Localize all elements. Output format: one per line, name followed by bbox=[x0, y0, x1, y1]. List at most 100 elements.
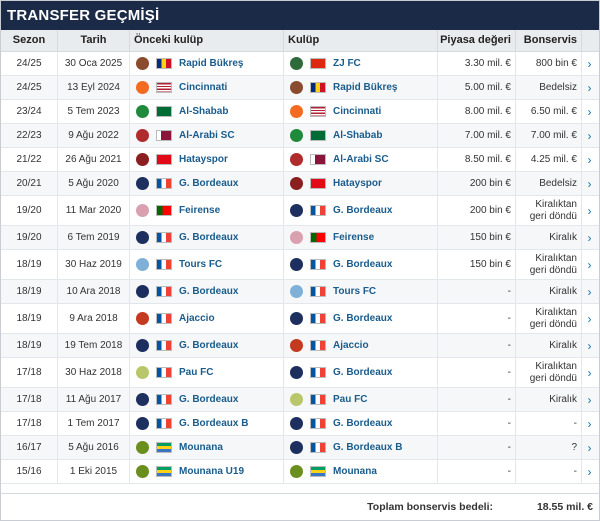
table-row[interactable]: 17/18 1 Tem 2017 G. Bordeaux B G. Bordeaux -… bbox=[1, 412, 599, 436]
club-name-link[interactable]: G. Bordeaux B bbox=[333, 442, 403, 453]
club-crest-icon[interactable] bbox=[136, 417, 149, 430]
club-name-link[interactable]: Cincinnati bbox=[179, 82, 228, 93]
club-crest-icon[interactable] bbox=[136, 465, 149, 478]
club-crest-icon[interactable] bbox=[136, 393, 149, 406]
club-name-link[interactable]: Mounana U19 bbox=[179, 466, 245, 477]
table-row[interactable]: 19/20 6 Tem 2019 G. Bordeaux Feirense 150 bi… bbox=[1, 226, 599, 250]
club-crest-icon[interactable] bbox=[136, 285, 149, 298]
club-name-link[interactable]: G. Bordeaux bbox=[179, 178, 239, 189]
club-crest-icon[interactable] bbox=[290, 57, 303, 70]
table-row[interactable]: 17/18 30 Haz 2018 Pau FC G. Bordeaux - Kiralı… bbox=[1, 358, 599, 388]
club-crest-icon[interactable] bbox=[290, 441, 303, 454]
row-details-chevron-icon[interactable]: › bbox=[581, 388, 597, 411]
club-crest-icon[interactable] bbox=[290, 231, 303, 244]
row-details-chevron-icon[interactable]: › bbox=[581, 304, 597, 333]
table-row[interactable]: 24/25 30 Oca 2025 Rapid Bükreş ZJ FC 3.30 mi… bbox=[1, 52, 599, 76]
club-crest-icon[interactable] bbox=[136, 153, 149, 166]
club-name-link[interactable]: Pau FC bbox=[179, 367, 214, 378]
table-row[interactable]: 16/17 5 Ağu 2016 Mounana G. Bordeaux B -? › bbox=[1, 436, 599, 460]
club-name-link[interactable]: G. Bordeaux bbox=[333, 418, 393, 429]
row-details-chevron-icon[interactable]: › bbox=[581, 172, 597, 195]
table-row[interactable]: 17/18 11 Ağu 2017 G. Bordeaux Pau FC - Kiralı… bbox=[1, 388, 599, 412]
club-crest-icon[interactable] bbox=[136, 441, 149, 454]
club-name-link[interactable]: Feirense bbox=[179, 205, 221, 216]
club-name-link[interactable]: G. Bordeaux B bbox=[179, 418, 249, 429]
club-crest-icon[interactable] bbox=[290, 258, 303, 271]
table-row[interactable]: 18/19 9 Ara 2018 Ajaccio G. Bordeaux - Kiralı… bbox=[1, 304, 599, 334]
club-name-link[interactable]: Ajaccio bbox=[179, 313, 215, 324]
row-details-chevron-icon[interactable]: › bbox=[581, 100, 597, 123]
club-crest-icon[interactable] bbox=[290, 285, 303, 298]
club-name-link[interactable]: G. Bordeaux bbox=[179, 286, 239, 297]
table-row[interactable]: 18/19 30 Haz 2019 Tours FC G. Bordeaux 150 b… bbox=[1, 250, 599, 280]
club-name-link[interactable]: Al-Shabab bbox=[179, 106, 229, 117]
club-crest-icon[interactable] bbox=[136, 177, 149, 190]
club-name-link[interactable]: Ajaccio bbox=[333, 340, 369, 351]
club-crest-icon[interactable] bbox=[290, 366, 303, 379]
club-crest-icon[interactable] bbox=[290, 393, 303, 406]
table-row[interactable]: 18/19 10 Ara 2018 G. Bordeaux Tours FC - Kira… bbox=[1, 280, 599, 304]
club-name-link[interactable]: Al-Arabi SC bbox=[333, 154, 389, 165]
club-name-link[interactable]: Rapid Bükreş bbox=[333, 82, 398, 93]
table-row[interactable]: 21/22 26 Ağu 2021 Hatayspor Al-Arabi SC 8.50… bbox=[1, 148, 599, 172]
row-details-chevron-icon[interactable]: › bbox=[581, 334, 597, 357]
club-name-link[interactable]: G. Bordeaux bbox=[179, 340, 239, 351]
row-details-chevron-icon[interactable]: › bbox=[581, 226, 597, 249]
club-crest-icon[interactable] bbox=[136, 366, 149, 379]
club-crest-icon[interactable] bbox=[136, 258, 149, 271]
club-name-link[interactable]: Al-Arabi SC bbox=[179, 130, 235, 141]
table-row[interactable]: 18/19 19 Tem 2018 G. Bordeaux Ajaccio - Kiral… bbox=[1, 334, 599, 358]
club-name-link[interactable]: G. Bordeaux bbox=[333, 367, 393, 378]
club-name-link[interactable]: Hatayspor bbox=[333, 178, 382, 189]
row-details-chevron-icon[interactable]: › bbox=[581, 52, 597, 75]
row-details-chevron-icon[interactable]: › bbox=[581, 76, 597, 99]
row-details-chevron-icon[interactable]: › bbox=[581, 358, 597, 387]
club-crest-icon[interactable] bbox=[136, 339, 149, 352]
club-name-link[interactable]: Cincinnati bbox=[333, 106, 382, 117]
row-details-chevron-icon[interactable]: › bbox=[581, 412, 597, 435]
club-crest-icon[interactable] bbox=[290, 339, 303, 352]
table-row[interactable]: 20/21 5 Ağu 2020 G. Bordeaux Hatayspor 200 b… bbox=[1, 172, 599, 196]
club-crest-icon[interactable] bbox=[290, 129, 303, 142]
row-details-chevron-icon[interactable]: › bbox=[581, 250, 597, 279]
club-crest-icon[interactable] bbox=[290, 204, 303, 217]
table-row[interactable]: 23/24 5 Tem 2023 Al-Shabab Cincinnati 8.00 m… bbox=[1, 100, 599, 124]
table-row[interactable]: 15/16 1 Eki 2015 Mounana U19 Mounana - - › bbox=[1, 460, 599, 484]
club-crest-icon[interactable] bbox=[136, 312, 149, 325]
club-name-link[interactable]: Rapid Bükreş bbox=[179, 58, 244, 69]
club-crest-icon[interactable] bbox=[136, 129, 149, 142]
row-details-chevron-icon[interactable]: › bbox=[581, 280, 597, 303]
club-name-link[interactable]: G. Bordeaux bbox=[333, 205, 393, 216]
club-name-link[interactable]: Tours FC bbox=[333, 286, 377, 297]
club-crest-icon[interactable] bbox=[136, 81, 149, 94]
club-name-link[interactable]: Al-Shabab bbox=[333, 130, 383, 141]
club-name-link[interactable]: G. Bordeaux bbox=[179, 232, 239, 243]
club-crest-icon[interactable] bbox=[290, 153, 303, 166]
club-crest-icon[interactable] bbox=[136, 231, 149, 244]
row-details-chevron-icon[interactable]: › bbox=[581, 124, 597, 147]
club-crest-icon[interactable] bbox=[136, 57, 149, 70]
club-crest-icon[interactable] bbox=[290, 81, 303, 94]
club-crest-icon[interactable] bbox=[290, 312, 303, 325]
table-row[interactable]: 19/20 11 Mar 2020 Feirense G. Bordeaux 200 b… bbox=[1, 196, 599, 226]
club-name-link[interactable]: G. Bordeaux bbox=[179, 394, 239, 405]
club-crest-icon[interactable] bbox=[290, 465, 303, 478]
club-name-link[interactable]: Hatayspor bbox=[179, 154, 228, 165]
club-crest-icon[interactable] bbox=[290, 417, 303, 430]
club-name-link[interactable]: Tours FC bbox=[179, 259, 223, 270]
row-details-chevron-icon[interactable]: › bbox=[581, 196, 597, 225]
club-crest-icon[interactable] bbox=[136, 204, 149, 217]
club-name-link[interactable]: Pau FC bbox=[333, 394, 368, 405]
row-details-chevron-icon[interactable]: › bbox=[581, 436, 597, 459]
club-crest-icon[interactable] bbox=[290, 105, 303, 118]
table-row[interactable]: 24/25 13 Eyl 2024 Cincinnati Rapid Bükreş 5.… bbox=[1, 76, 599, 100]
club-name-link[interactable]: ZJ FC bbox=[333, 58, 361, 69]
club-name-link[interactable]: G. Bordeaux bbox=[333, 313, 393, 324]
row-details-chevron-icon[interactable]: › bbox=[581, 460, 597, 483]
club-crest-icon[interactable] bbox=[290, 177, 303, 190]
club-crest-icon[interactable] bbox=[136, 105, 149, 118]
table-row[interactable]: 22/23 9 Ağu 2022 Al-Arabi SC Al-Shabab 7.00 … bbox=[1, 124, 599, 148]
row-details-chevron-icon[interactable]: › bbox=[581, 148, 597, 171]
club-name-link[interactable]: G. Bordeaux bbox=[333, 259, 393, 270]
club-name-link[interactable]: Mounana bbox=[333, 466, 377, 477]
